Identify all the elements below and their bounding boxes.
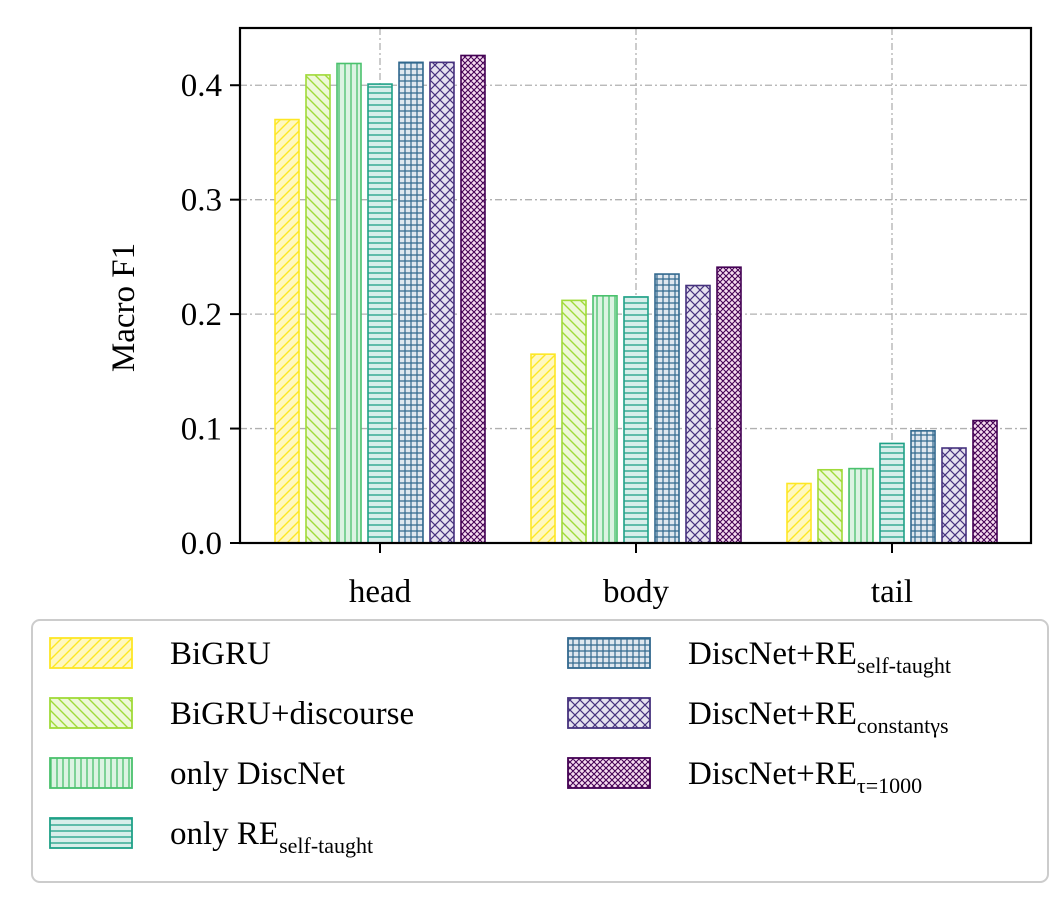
bar-head-7 xyxy=(460,54,486,544)
bar-tail-4 xyxy=(879,442,905,544)
legend-label-subscript: self-taught xyxy=(857,653,951,678)
legend-label: DiscNet+REself-taught xyxy=(688,636,951,678)
x-tick-label: tail xyxy=(871,574,913,610)
bar-head-1 xyxy=(274,118,300,544)
legend-label: DiscNet+REτ=1000 xyxy=(688,756,922,798)
legend-label-main: DiscNet+RE xyxy=(688,636,857,672)
x-tick-label: head xyxy=(349,574,412,610)
legend-label-main: DiscNet+RE xyxy=(688,696,857,732)
legend-swatch xyxy=(49,817,133,849)
bar-head-6 xyxy=(429,61,455,544)
x-axis: head body tail xyxy=(349,543,913,610)
bar-tail-5 xyxy=(910,430,936,544)
bar-tail-3 xyxy=(848,467,874,544)
y-tick-label: 0.2 xyxy=(181,297,222,333)
legend-label-main: DiscNet+RE xyxy=(688,756,857,792)
legend-label-main: only RE xyxy=(170,816,279,852)
legend-label-subscript: self-taught xyxy=(279,833,373,858)
y-tick-label: 0.3 xyxy=(181,183,222,219)
legend-box xyxy=(31,619,1049,883)
bar-body-7 xyxy=(716,266,742,544)
y-tick-label: 0.1 xyxy=(181,412,222,448)
legend-swatch xyxy=(49,637,133,669)
legend-swatch xyxy=(567,637,651,669)
bar-head-3 xyxy=(336,62,362,544)
y-tick-label: 0.0 xyxy=(181,526,222,562)
bar-body-6 xyxy=(685,284,711,544)
legend-label-main: BiGRU xyxy=(170,636,271,672)
y-axis: 0.0 0.1 0.2 0.3 0.4 xyxy=(181,68,240,562)
legend-label: BiGRU xyxy=(170,636,271,672)
legend-label: only DiscNet xyxy=(170,756,345,792)
legend-swatch xyxy=(567,757,651,789)
bar-head-2 xyxy=(305,74,331,544)
legend-label-main: BiGRU+discourse xyxy=(170,696,414,732)
bar-body-2 xyxy=(561,299,587,544)
bar-body-5 xyxy=(654,273,680,544)
legend-swatch xyxy=(49,697,133,729)
bar-head-5 xyxy=(398,61,424,544)
bar-tail-1 xyxy=(786,482,812,544)
legend-swatch xyxy=(49,757,133,789)
bars xyxy=(274,54,998,544)
bar-head-4 xyxy=(367,83,393,544)
bar-body-1 xyxy=(530,353,556,544)
bar-body-3 xyxy=(592,294,618,544)
bar-tail-2 xyxy=(817,468,843,544)
bar-body-4 xyxy=(623,296,649,544)
legend-label-main: only DiscNet xyxy=(170,756,345,792)
bar-tail-6 xyxy=(941,447,967,544)
x-tick-label: body xyxy=(603,574,670,610)
legend-label: BiGRU+discourse xyxy=(170,696,414,732)
legend-swatch xyxy=(567,697,651,729)
bar-tail-7 xyxy=(972,419,998,544)
y-axis-title: Macro F1 xyxy=(106,243,142,372)
legend-label: DiscNet+REconstantγs xyxy=(688,696,949,738)
legend-label: only REself-taught xyxy=(170,816,373,858)
legend-label-subscript: constantγs xyxy=(857,713,949,738)
legend-label-subscript: τ=1000 xyxy=(857,773,922,798)
y-tick-label: 0.4 xyxy=(181,68,222,104)
